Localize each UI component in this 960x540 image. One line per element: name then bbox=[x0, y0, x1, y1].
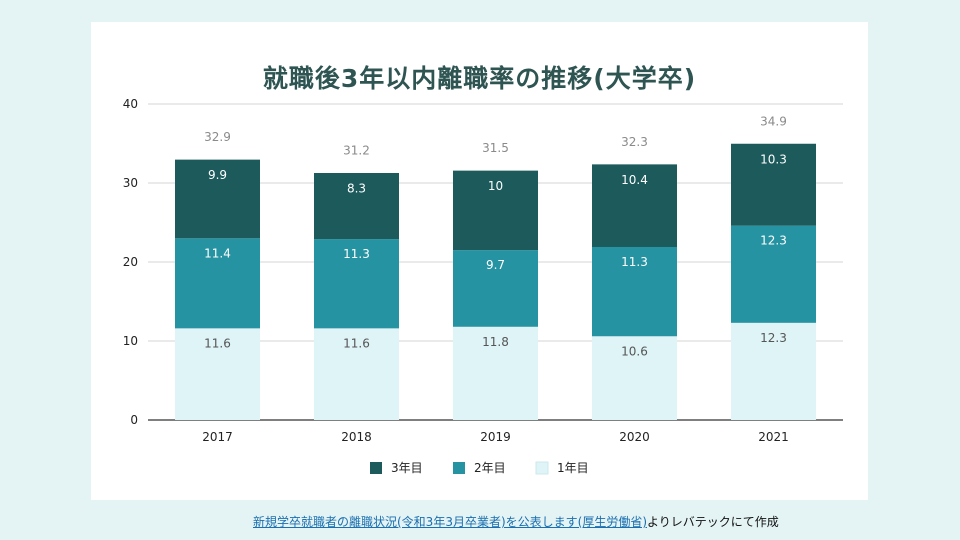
x-tick-label: 2017 bbox=[202, 430, 233, 444]
x-tick-label: 2018 bbox=[341, 430, 372, 444]
y-tick-label: 30 bbox=[123, 176, 138, 190]
total-label: 32.9 bbox=[204, 130, 231, 144]
x-tick-label: 2021 bbox=[758, 430, 789, 444]
data-label: 11.8 bbox=[482, 335, 509, 349]
bar-segment bbox=[453, 250, 538, 327]
legend-label: 1年目 bbox=[557, 461, 589, 475]
chart-card: 就職後3年以内離職率の推移(大学卒) 0 10 20 30 40 11.6 11.4 9.9 3… bbox=[91, 22, 868, 500]
total-label: 31.2 bbox=[343, 144, 370, 158]
data-label: 12.3 bbox=[760, 331, 787, 345]
bar-segment bbox=[175, 160, 260, 239]
bar-segment bbox=[314, 239, 399, 329]
source-link[interactable]: 新規学卒就職者の離職状況(令和3年3月卒業者)を公表します(厚生労働省) bbox=[253, 515, 647, 529]
stacked-bar-chart: 0 10 20 30 40 11.6 11.4 9.9 32.9 2017 11.6 11.3 8.3 3… bbox=[123, 97, 843, 475]
bar-segment bbox=[731, 322, 816, 420]
total-label: 31.5 bbox=[482, 141, 509, 155]
legend-swatch bbox=[535, 461, 549, 475]
total-label: 34.9 bbox=[760, 114, 787, 128]
bar-segment bbox=[592, 164, 677, 247]
data-label: 11.4 bbox=[204, 246, 231, 260]
source-suffix: よりレバテックにて作成 bbox=[647, 515, 779, 529]
chart-title: 就職後3年以内離職率の推移(大学卒) bbox=[262, 64, 697, 93]
data-label: 11.3 bbox=[621, 255, 648, 269]
legend-swatch bbox=[453, 462, 465, 474]
data-label: 11.3 bbox=[343, 247, 370, 261]
data-label: 10 bbox=[488, 179, 503, 193]
y-tick-label: 10 bbox=[123, 334, 138, 348]
y-tick-label: 0 bbox=[130, 413, 138, 427]
bar-segment bbox=[731, 144, 816, 226]
bar-segment bbox=[453, 326, 538, 420]
bar-segment bbox=[314, 328, 399, 420]
bar-segment bbox=[731, 225, 816, 323]
y-tick-label: 40 bbox=[123, 97, 138, 111]
total-label: 32.3 bbox=[621, 135, 648, 149]
bar-segment bbox=[453, 171, 538, 251]
data-label: 10.4 bbox=[621, 173, 648, 187]
data-label: 11.6 bbox=[343, 336, 370, 350]
bar-segment bbox=[592, 246, 677, 337]
legend-label: 2年目 bbox=[474, 461, 506, 475]
bar-segment bbox=[175, 238, 260, 329]
x-tick-label: 2019 bbox=[480, 430, 511, 444]
data-label: 12.3 bbox=[760, 234, 787, 248]
legend-label: 3年目 bbox=[391, 461, 423, 475]
data-label: 9.9 bbox=[208, 168, 227, 182]
x-tick-label: 2020 bbox=[619, 430, 650, 444]
bar-segment bbox=[175, 328, 260, 420]
source-note: 新規学卒就職者の離職状況(令和3年3月卒業者)を公表します(厚生労働省)よりレバ… bbox=[253, 513, 779, 530]
y-tick-label: 20 bbox=[123, 255, 138, 269]
data-label: 10.6 bbox=[621, 344, 648, 358]
bar-segment bbox=[314, 173, 399, 240]
legend-swatch bbox=[370, 462, 382, 474]
bar-segment bbox=[592, 336, 677, 420]
data-label: 10.3 bbox=[760, 152, 787, 166]
data-label: 9.7 bbox=[486, 258, 505, 272]
data-label: 8.3 bbox=[347, 182, 366, 196]
data-label: 11.6 bbox=[204, 336, 231, 350]
